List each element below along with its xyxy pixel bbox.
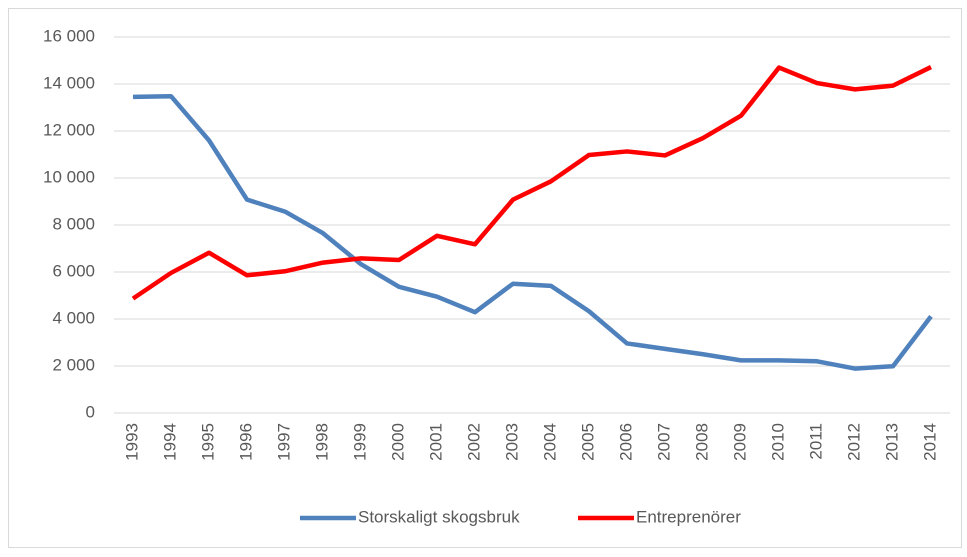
x-tick-label: 2009 — [730, 423, 749, 461]
x-tick-label: 1995 — [198, 423, 217, 461]
x-tick-label: 1994 — [160, 423, 179, 461]
legend-label: Storskaligt skogsbruk — [358, 507, 520, 526]
chart-frame — [8, 8, 962, 548]
x-tick-label: 2010 — [768, 423, 787, 461]
x-tick-label: 2013 — [882, 423, 901, 461]
x-tick-label: 2006 — [616, 423, 635, 461]
x-tick-label: 1996 — [236, 423, 255, 461]
x-tick-label: 2002 — [464, 423, 483, 461]
x-tick-label: 2012 — [844, 423, 863, 461]
x-tick-label: 1998 — [312, 423, 331, 461]
y-tick-label: 6 000 — [52, 261, 95, 280]
x-tick-label: 2001 — [426, 423, 445, 461]
x-tick-label: 2007 — [654, 423, 673, 461]
x-tick-label: 1999 — [350, 423, 369, 461]
y-tick-label: 16 000 — [43, 26, 95, 45]
y-tick-label: 4 000 — [52, 308, 95, 327]
x-tick-label: 2003 — [502, 423, 521, 461]
x-tick-label: 2011 — [806, 423, 825, 460]
y-tick-label: 10 000 — [43, 167, 95, 186]
x-tick-label: 2004 — [540, 423, 559, 461]
series-line — [132, 93, 933, 371]
y-tick-label: 12 000 — [43, 120, 95, 139]
x-tick-label: 1997 — [274, 423, 293, 461]
x-tick-label: 2014 — [920, 423, 939, 461]
x-tick-label: 2005 — [578, 423, 597, 461]
y-tick-label: 2 000 — [52, 355, 95, 374]
y-tick-label: 0 — [86, 402, 95, 421]
x-tick-label: 2008 — [692, 423, 711, 461]
x-tick-label: 1993 — [122, 423, 141, 461]
legend-label: Entreprenörer — [636, 507, 741, 526]
x-tick-label: 2000 — [388, 423, 407, 461]
series-line — [131, 65, 932, 301]
y-tick-label: 8 000 — [52, 214, 95, 233]
y-tick-label: 14 000 — [43, 73, 95, 92]
